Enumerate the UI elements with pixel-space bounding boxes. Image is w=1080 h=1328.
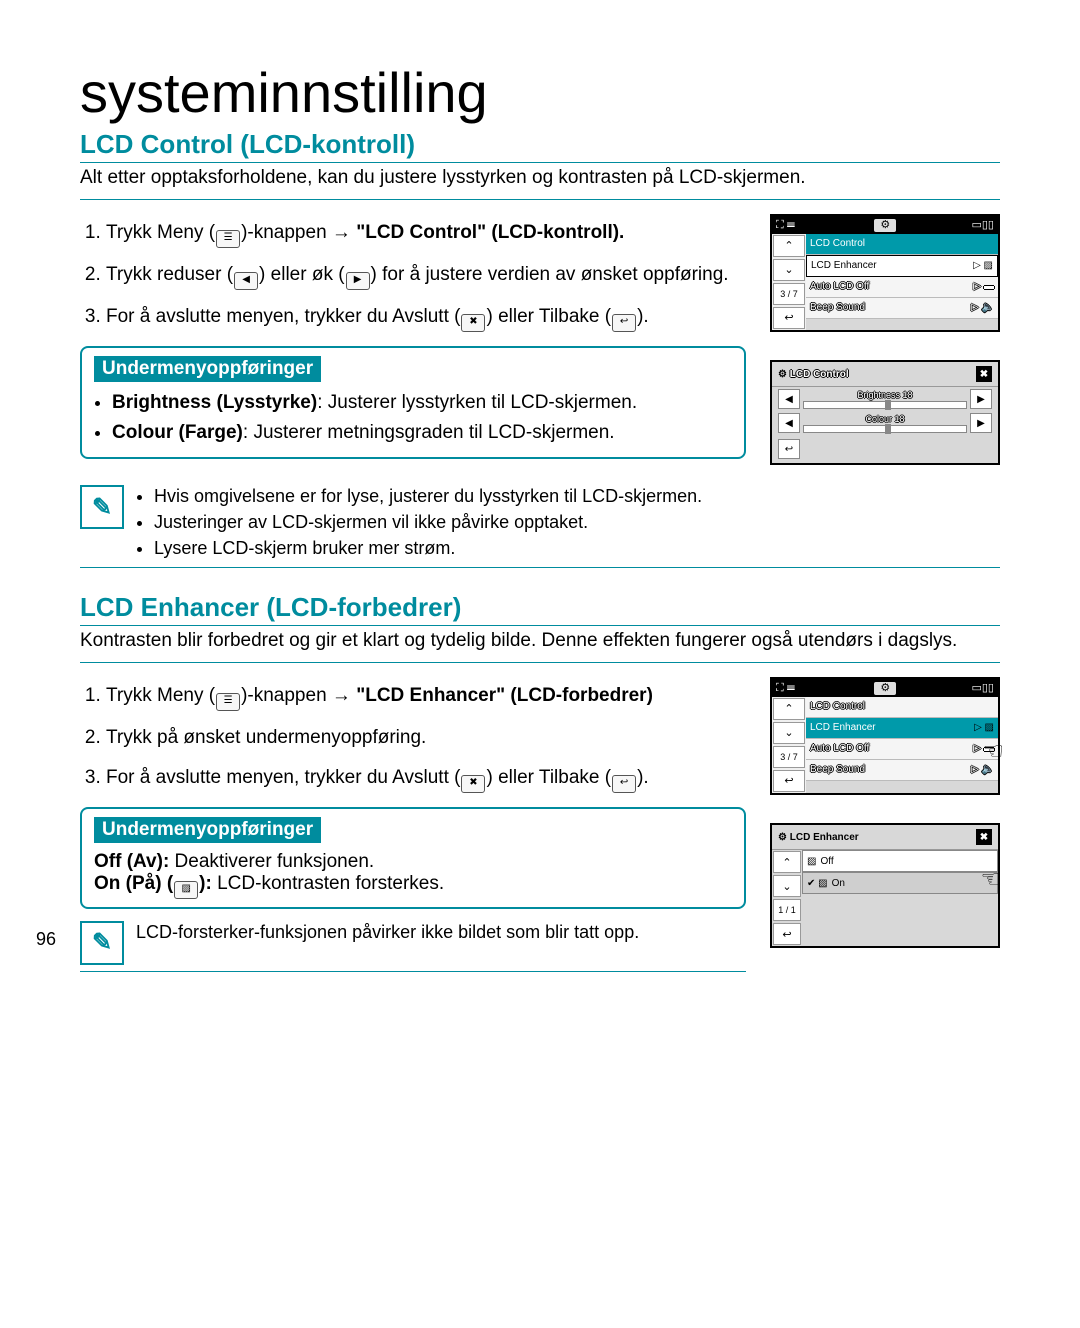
submenu-item-colour: Colour (Farge): Justerer metningsgraden … <box>112 420 732 446</box>
pointer-icon: ☜ <box>980 865 1002 894</box>
slider-left-icon: ◀ <box>778 389 800 409</box>
submenu-box-1: Undermenyoppføringer Brightness (Lysstyr… <box>80 346 746 459</box>
nav-up-icon: ⌃ <box>773 698 805 720</box>
increase-icon: ▶ <box>346 272 370 290</box>
list-item: LCD Enhancer▷ ▨ <box>806 255 998 277</box>
divider <box>80 199 1000 200</box>
step-2: Trykk på ønsket undermenyoppføring. <box>106 725 746 751</box>
note-body-2: LCD-forsterker-funksjonen påvirker ikke … <box>136 919 639 965</box>
menu-icon: ☰ <box>216 230 240 248</box>
step-1: Trykk Meny (☰)-knappen → "LCD Control" (… <box>106 220 746 248</box>
list-item: ▨Off <box>802 850 998 872</box>
slider-right-icon: ▶ <box>970 413 992 433</box>
list-item: LCD Enhancer▷ ▨ <box>806 718 998 739</box>
submenu-item-brightness: Brightness (Lysstyrke): Justerer lysstyr… <box>112 390 732 416</box>
list-item: LCD Control <box>806 697 998 718</box>
step-3: For å avslutte menyen, trykker du Avslut… <box>106 765 746 793</box>
submenu-item-off: Off (Av): Deaktiverer funksjonen. <box>94 851 732 873</box>
intro-text-2: Kontrasten blir forbedret og gir et klar… <box>80 630 1000 652</box>
menu-icon: ☰ <box>216 693 240 711</box>
screenshot-menu-2: ⛶ ☰⚙▭▯▯ ⌃ ⌄ 3 / 7 ↩ LCD Control LCD Enha… <box>770 677 1000 795</box>
step-1: Trykk Meny (☰)-knappen → "LCD Enhancer" … <box>106 683 746 711</box>
nav-down-icon: ⌄ <box>773 722 805 744</box>
submenu-item-on: On (På) (▨): LCD-kontrasten forsterkes. <box>94 873 732 899</box>
pointer-icon: ☜ <box>982 737 1004 766</box>
submenu-box-2: Undermenyoppføringer Off (Av): Deaktiver… <box>80 807 746 909</box>
back-icon: ↩ <box>773 923 801 945</box>
list-item: Auto LCD Off▷ ▬ <box>806 277 998 298</box>
list-item: Beep Sound▷ 🔈 <box>806 298 998 319</box>
step-3: For å avslutte menyen, trykker du Avslut… <box>106 304 746 332</box>
exit-icon: ✖ <box>461 314 485 332</box>
submenu-title: Undermenyoppføringer <box>94 356 321 382</box>
nav-up-icon: ⌃ <box>773 235 805 257</box>
slider-left-icon: ◀ <box>778 413 800 433</box>
pager-text: 1 / 1 <box>773 899 801 921</box>
back-icon: ↩ <box>612 314 636 332</box>
back-icon: ↩ <box>778 439 800 459</box>
step-2: Trykk reduser (◀) eller øk (▶) for å jus… <box>106 262 746 290</box>
pager-text: 3 / 7 <box>773 746 805 768</box>
submenu-title: Undermenyoppføringer <box>94 817 321 843</box>
decrease-icon: ◀ <box>234 272 258 290</box>
note-icon: ✎ <box>80 921 124 965</box>
screenshot-slider: ⚙ LCD Control✖ ◀ Brightness 18 ▶ ◀ Colou… <box>770 360 1000 465</box>
list-item: Beep Sound▷ 🔈 <box>806 760 998 781</box>
nav-down-icon: ⌄ <box>773 259 805 281</box>
exit-icon: ✖ <box>461 775 485 793</box>
intro-text-1: Alt etter opptaksforholdene, kan du just… <box>80 167 1000 189</box>
slider-right-icon: ▶ <box>970 389 992 409</box>
back-icon: ↩ <box>773 307 805 329</box>
list-item: LCD Control <box>806 234 998 255</box>
divider <box>80 662 1000 663</box>
close-icon: ✖ <box>976 366 992 382</box>
pager-text: 3 / 7 <box>773 283 805 305</box>
section-heading-lcd-control: LCD Control (LCD-kontroll) <box>80 129 1000 163</box>
page-title: systeminnstilling <box>80 60 1000 125</box>
nav-up-icon: ⌃ <box>773 851 801 873</box>
page-number: 96 <box>36 929 56 950</box>
list-item: ✔ ▨On <box>802 872 998 894</box>
list-item: Auto LCD Off▷ ▬ <box>806 739 998 760</box>
section-heading-lcd-enhancer: LCD Enhancer (LCD-forbedrer) <box>80 592 1000 626</box>
close-icon: ✖ <box>976 829 992 845</box>
screenshot-enhancer: ⚙ LCD Enhancer✖ ⌃ ⌄ 1 / 1 ↩ ▨Off ✔ ▨On <box>770 823 1000 948</box>
back-icon: ↩ <box>773 770 805 792</box>
enhancer-on-icon: ▨ <box>174 881 198 899</box>
nav-down-icon: ⌄ <box>773 875 801 897</box>
back-icon: ↩ <box>612 775 636 793</box>
note-body-1: Hvis omgivelsene er for lyse, justerer d… <box>136 483 702 561</box>
note-icon: ✎ <box>80 485 124 529</box>
screenshot-menu-1: ⛶ ☰⚙▭▯▯ ⌃ ⌄ 3 / 7 ↩ LCD Control LCD Enha… <box>770 214 1000 332</box>
